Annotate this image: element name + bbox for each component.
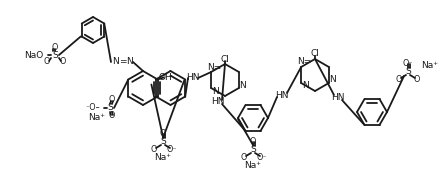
Text: O: O [60,58,66,67]
Text: ⁻O–: ⁻O– [85,104,100,113]
Text: O⁻: O⁻ [257,153,268,161]
Text: Na⁺: Na⁺ [88,113,106,121]
Text: O: O [396,75,402,84]
Text: HN: HN [211,98,225,107]
Text: HN: HN [331,93,345,102]
Text: O⁻: O⁻ [167,144,177,153]
Text: O: O [109,112,115,121]
Text: Na⁺: Na⁺ [245,161,261,170]
Text: O: O [109,96,115,104]
Text: O: O [241,153,247,161]
Text: Cl: Cl [220,55,229,64]
Text: O⁻: O⁻ [403,59,413,67]
Text: S: S [107,104,113,113]
Text: O: O [151,144,157,153]
Text: S: S [250,145,256,155]
Text: Cl: Cl [311,50,319,59]
Text: O: O [44,58,50,67]
Text: =: = [119,58,127,67]
Text: N: N [126,58,132,67]
Text: S: S [52,50,58,59]
Text: N: N [212,87,219,96]
Text: S: S [405,67,411,76]
Text: O: O [160,129,166,138]
Text: Na⁺: Na⁺ [154,153,172,162]
Text: HN: HN [186,73,200,82]
Text: Na⁺: Na⁺ [422,61,439,70]
Text: NaO: NaO [24,50,43,59]
Text: N: N [330,76,336,84]
Text: N: N [302,81,308,90]
Text: O: O [250,136,256,145]
Text: O: O [52,42,58,52]
Text: HN: HN [275,90,289,99]
Text: N=: N= [207,62,221,72]
Text: N: N [112,58,118,67]
Text: O: O [414,75,420,84]
Text: N: N [239,81,246,90]
Text: S: S [160,138,166,147]
Text: OH: OH [159,73,172,82]
Text: N=: N= [297,58,311,67]
